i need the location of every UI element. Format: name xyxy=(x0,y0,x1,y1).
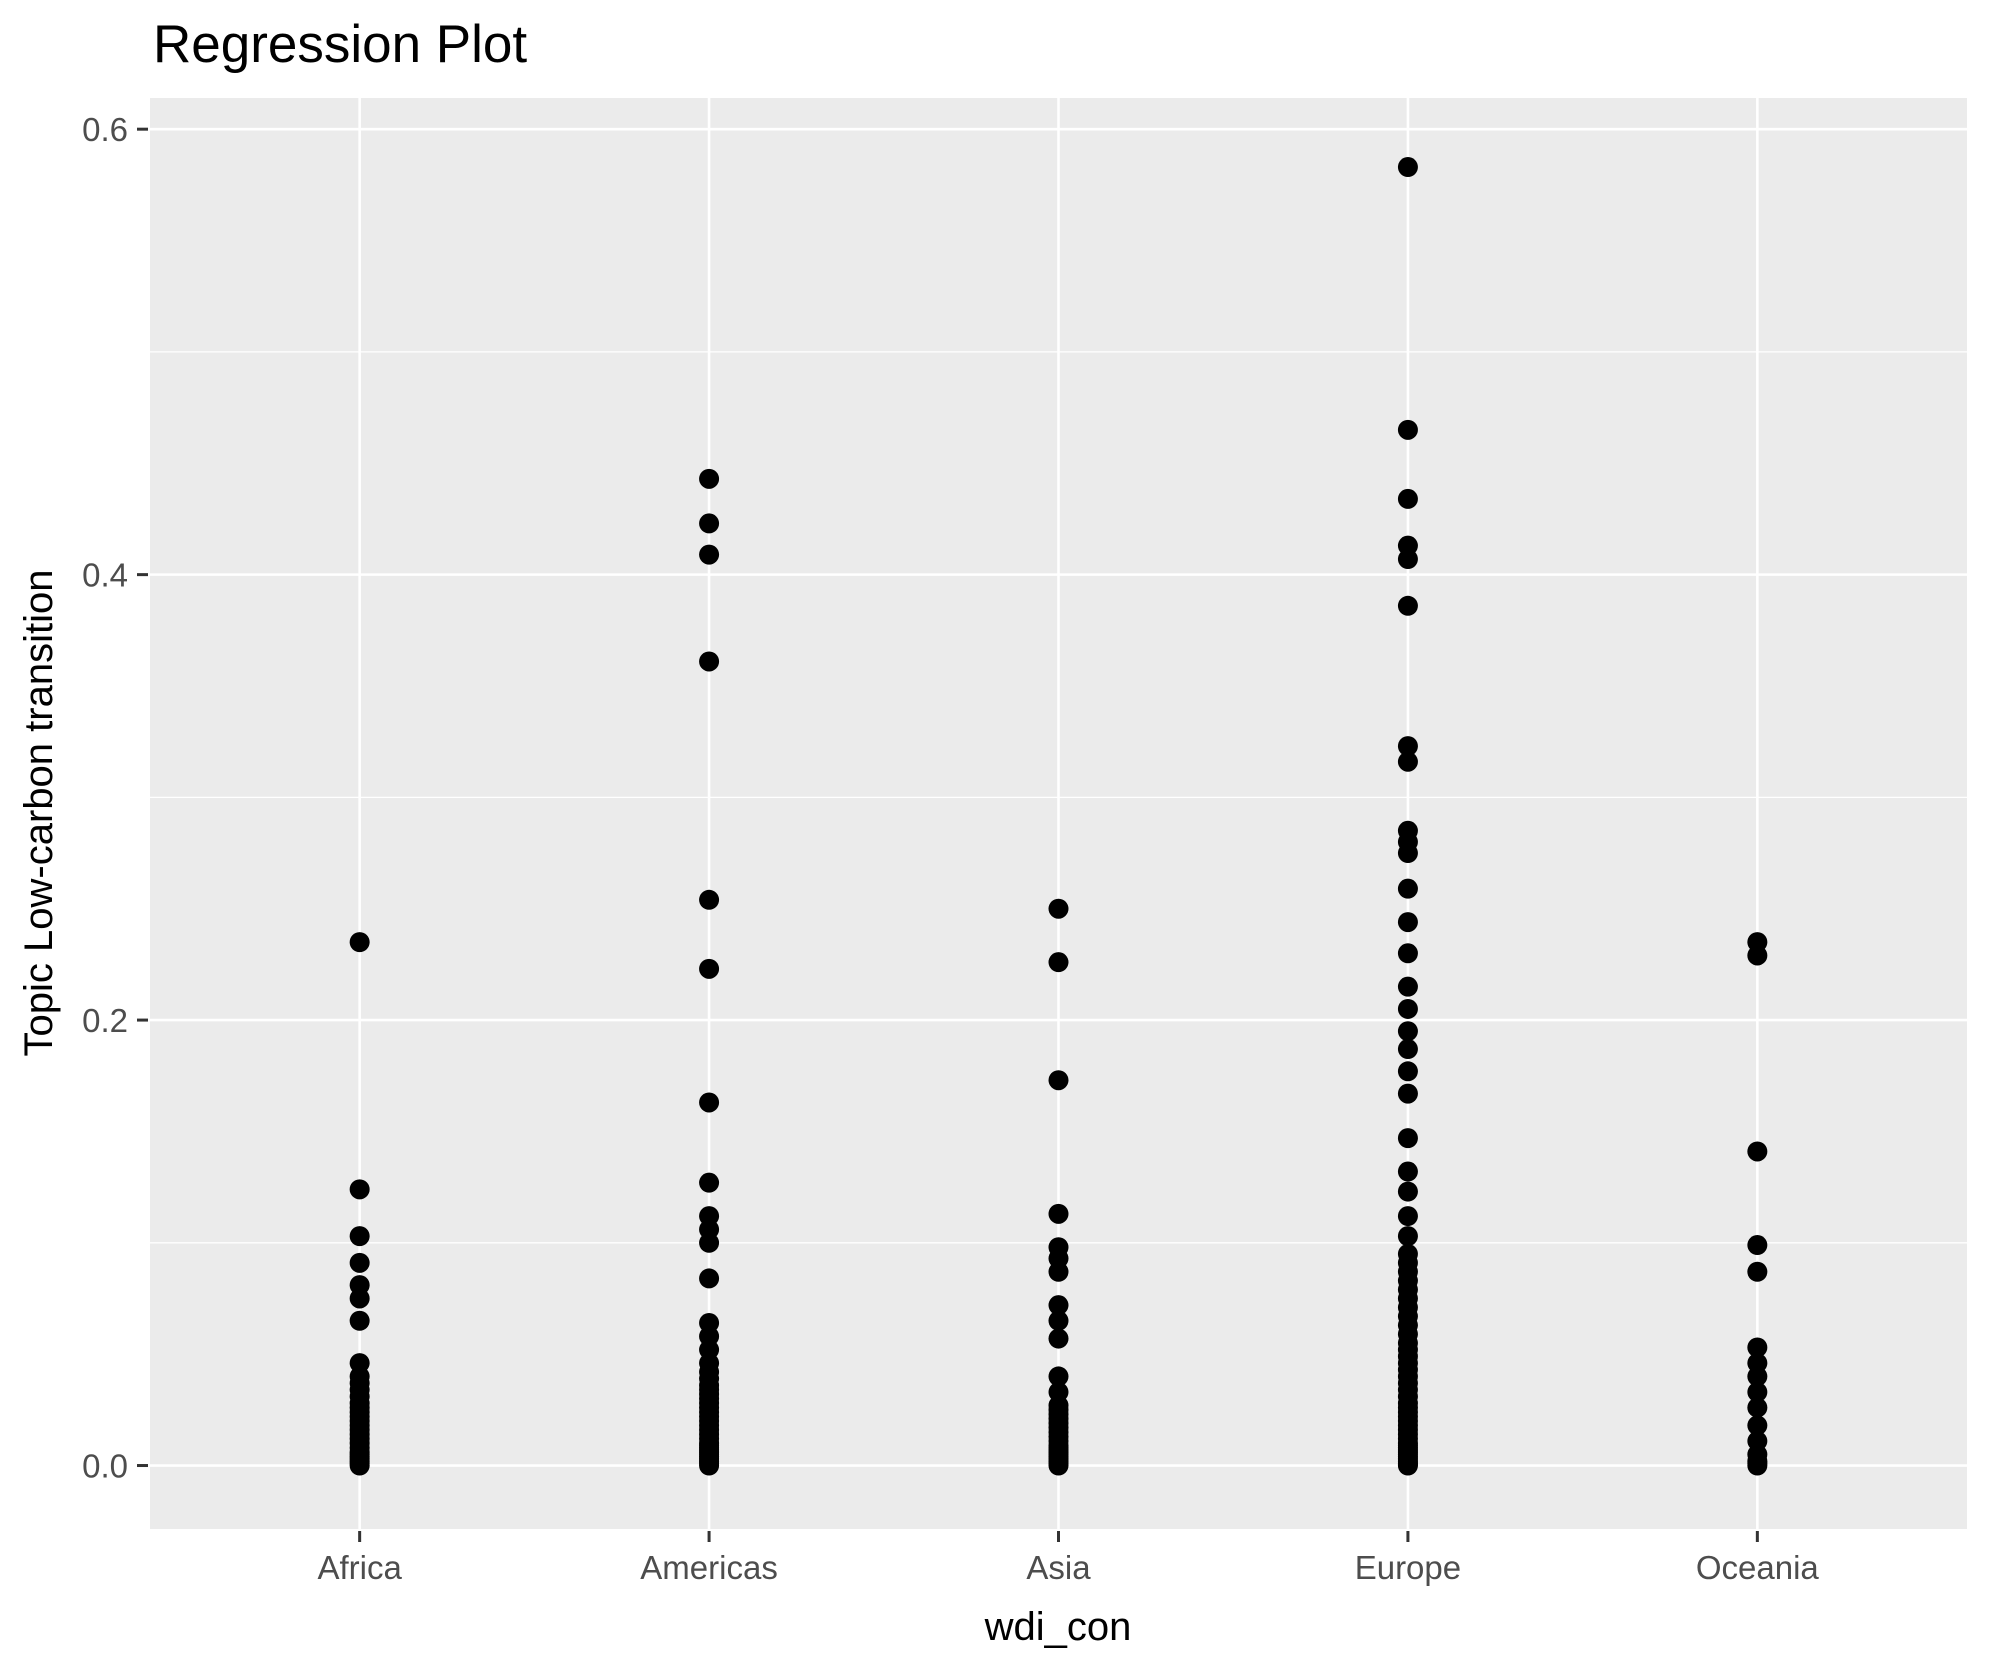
data-point xyxy=(1397,419,1418,440)
data-point xyxy=(1747,1415,1768,1436)
chart-title: Regression Plot xyxy=(153,15,527,74)
data-point xyxy=(1397,943,1418,964)
data-point xyxy=(1397,912,1418,933)
data-point xyxy=(1397,1181,1418,1202)
data-point xyxy=(1747,1235,1768,1256)
data-point xyxy=(1397,1061,1418,1082)
data-point xyxy=(1048,1203,1069,1224)
data-point xyxy=(1048,1070,1069,1091)
data-point xyxy=(1397,1226,1418,1247)
y-tick-label: 0.0 xyxy=(82,1448,128,1485)
data-point xyxy=(1048,1366,1069,1387)
data-point xyxy=(1397,1021,1418,1042)
data-point xyxy=(349,1252,370,1273)
data-point xyxy=(1048,898,1069,919)
data-point xyxy=(1397,1128,1418,1149)
data-point xyxy=(1397,1083,1418,1104)
data-point xyxy=(1397,488,1418,509)
x-axis-title: wdi_con xyxy=(984,1605,1132,1649)
data-point xyxy=(1747,1455,1768,1476)
data-point xyxy=(699,1092,720,1113)
data-point xyxy=(1048,1455,1069,1476)
data-point xyxy=(1048,1295,1069,1316)
data-point xyxy=(699,1172,720,1193)
x-tick-label: Oceania xyxy=(1696,1549,1820,1586)
data-point xyxy=(1397,878,1418,899)
data-point xyxy=(1048,952,1069,973)
data-point xyxy=(1397,751,1418,772)
x-tick-label: Europe xyxy=(1355,1549,1461,1586)
data-point xyxy=(1397,843,1418,864)
data-point xyxy=(1397,1161,1418,1182)
data-point xyxy=(699,889,720,910)
data-point xyxy=(1747,1141,1768,1162)
data-point xyxy=(699,544,720,565)
data-point xyxy=(349,932,370,953)
data-point xyxy=(349,1179,370,1200)
data-point xyxy=(349,1288,370,1309)
data-point xyxy=(699,513,720,534)
y-tick-label: 0.4 xyxy=(82,557,128,594)
data-point xyxy=(1397,1455,1418,1476)
data-point xyxy=(1747,1397,1768,1418)
y-axis-title: Topic Low-carbon transition xyxy=(17,570,61,1057)
x-tick-label: Africa xyxy=(317,1549,402,1586)
data-point xyxy=(699,1455,720,1476)
data-point xyxy=(1397,1039,1418,1060)
data-point xyxy=(1397,595,1418,616)
data-point xyxy=(1397,998,1418,1019)
data-point xyxy=(1747,1261,1768,1282)
data-point xyxy=(1397,1206,1418,1227)
x-tick-label: Americas xyxy=(640,1549,778,1586)
data-point xyxy=(699,1268,720,1289)
data-point xyxy=(1397,157,1418,178)
data-point xyxy=(1397,976,1418,997)
data-point xyxy=(699,468,720,489)
data-point xyxy=(699,651,720,672)
data-point xyxy=(1397,549,1418,570)
data-point xyxy=(699,1232,720,1253)
y-tick-label: 0.6 xyxy=(82,111,128,148)
data-point xyxy=(349,1310,370,1331)
data-point xyxy=(1747,1337,1768,1358)
x-tick-label: Asia xyxy=(1026,1549,1091,1586)
data-point xyxy=(1048,1328,1069,1349)
data-point xyxy=(1048,1261,1069,1282)
y-tick-label: 0.2 xyxy=(82,1002,128,1039)
data-point xyxy=(1397,736,1418,757)
data-point xyxy=(699,958,720,979)
plot-panel: 0.0 0.2 0.4 0.6 Africa Americas Asia Europe Ocea… xyxy=(82,98,1967,1586)
data-point xyxy=(1747,1382,1768,1403)
data-point xyxy=(349,1455,370,1476)
data-point xyxy=(1747,945,1768,966)
data-point xyxy=(1048,1310,1069,1331)
data-point xyxy=(1747,1366,1768,1387)
data-point xyxy=(349,1226,370,1247)
